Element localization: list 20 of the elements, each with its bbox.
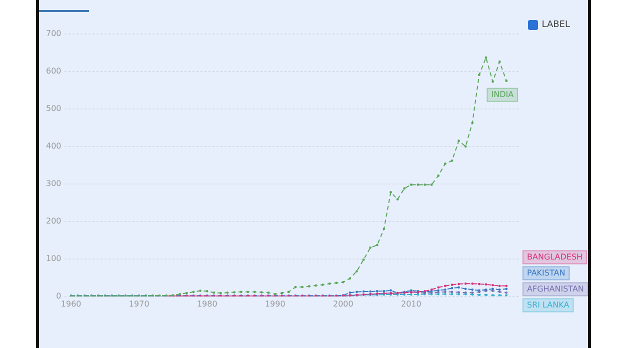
y-tick-label: 200 <box>46 216 62 226</box>
y-tick-label: 500 <box>46 104 62 114</box>
y-tick-label: 300 <box>46 179 62 188</box>
text: BANGLADESH <box>526 252 583 262</box>
y-tick-label: 0 <box>56 291 62 300</box>
text: LABEL <box>542 20 570 30</box>
x-tick-label: 1960 <box>60 299 82 308</box>
y-tick-label: 700 <box>46 29 62 38</box>
x-tick-label: 1990 <box>264 299 286 308</box>
text: SRI LANKA <box>527 300 570 310</box>
text: AFGHANISTAN <box>527 284 584 294</box>
series-label: INDIA <box>491 90 514 99</box>
x-tick-label: 1980 <box>196 299 218 308</box>
y-tick-label: 600 <box>46 66 62 76</box>
y-tick-label: 400 <box>46 142 62 151</box>
x-tick-label: 2000 <box>332 299 354 308</box>
x-tick-label: 2010 <box>400 299 422 308</box>
x-tick-label: 1970 <box>128 299 150 308</box>
text: PAKISTAN <box>526 268 566 278</box>
y-tick-label: 100 <box>46 254 62 263</box>
